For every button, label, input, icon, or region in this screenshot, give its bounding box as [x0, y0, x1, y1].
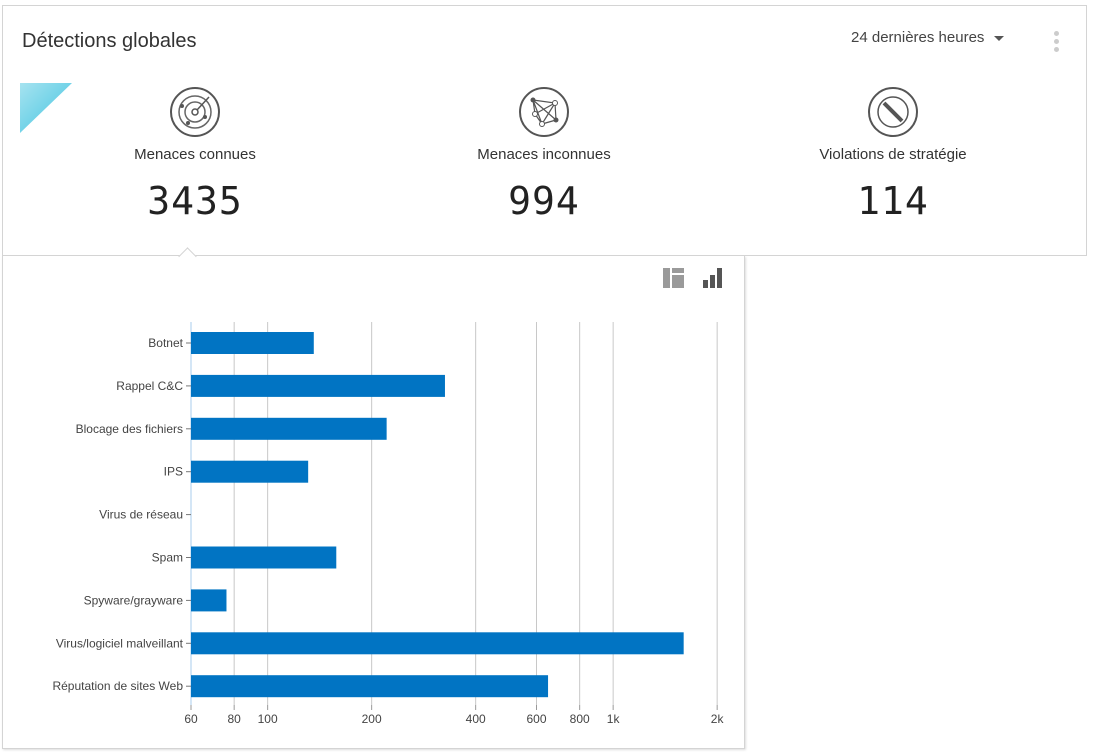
y-category-label: Réputation de sites Web: [52, 679, 183, 693]
global-detections-card: [2, 5, 1087, 256]
detail-panel: [2, 256, 745, 749]
stat-label: Menaces inconnues: [477, 146, 611, 163]
more-options-icon[interactable]: [1054, 31, 1060, 53]
bar: [191, 332, 314, 354]
caret-down-icon: [994, 35, 1005, 41]
time-range-label: 24 dernières heures: [851, 29, 985, 46]
x-tick-label: 60: [184, 712, 198, 726]
network-icon: [519, 87, 569, 137]
bar-chart-view-icon[interactable]: [703, 268, 724, 288]
bar: [191, 632, 684, 655]
y-category-label: IPS: [164, 465, 183, 479]
stat-policy-violations[interactable]: Violations de stratégie 114: [743, 86, 1043, 223]
y-category-label: Virus/logiciel malveillant: [56, 636, 184, 650]
y-category-label: Virus de réseau: [99, 508, 183, 522]
x-tick-label: 2k: [711, 712, 725, 726]
x-tick-label: 200: [362, 712, 382, 726]
stat-label: Violations de stratégie: [819, 146, 967, 163]
bar: [191, 589, 227, 612]
stat-unknown-threats[interactable]: Menaces inconnues 994: [394, 86, 694, 223]
stat-value: 114: [857, 179, 929, 223]
x-tick-label: 100: [258, 712, 278, 726]
table-view-icon[interactable]: [663, 268, 684, 288]
prohibited-icon: [868, 87, 918, 137]
stat-known-threats[interactable]: Menaces connues 3435: [45, 86, 345, 223]
y-category-label: Blocage des fichiers: [76, 422, 183, 436]
bar: [191, 374, 445, 397]
x-tick-label: 800: [570, 712, 590, 726]
x-tick-label: 400: [466, 712, 486, 726]
widget-title: Détections globales: [22, 30, 197, 52]
y-category-label: Spam: [152, 551, 183, 565]
bar: [191, 460, 309, 483]
y-category-label: Spyware/grayware: [84, 593, 184, 607]
stat-label: Menaces connues: [134, 146, 256, 163]
x-tick-label: 600: [526, 712, 546, 726]
y-category-label: Rappel C&C: [116, 379, 183, 393]
bar: [191, 417, 387, 440]
stat-value: 3435: [147, 179, 243, 223]
stat-value: 994: [508, 179, 580, 223]
time-range-dropdown[interactable]: 24 dernières heures: [851, 29, 1005, 46]
radar-icon: [170, 87, 220, 137]
x-tick-label: 1k: [607, 712, 621, 726]
bar: [191, 675, 549, 698]
x-tick-label: 80: [227, 712, 241, 726]
y-category-label: Botnet: [148, 336, 183, 350]
bar: [191, 546, 337, 569]
